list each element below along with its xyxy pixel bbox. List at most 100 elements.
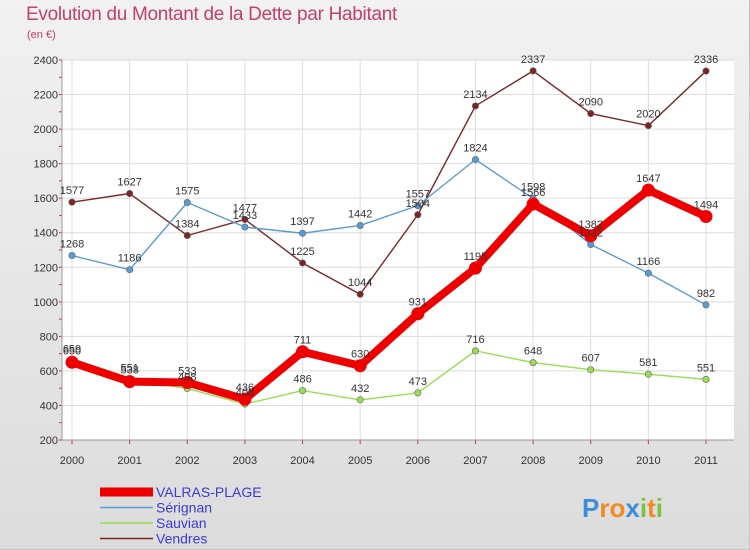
data-label: 2336 [694,54,718,66]
data-point [126,190,134,198]
chart-title: Evolution du Montant de la Dette par Hab… [26,4,397,25]
data-point [414,211,422,219]
data-point [644,122,652,130]
data-label: 551 [697,362,715,374]
data-label: 2134 [463,89,487,101]
data-label: 648 [524,346,542,358]
y-tick-label: 1400 [34,228,58,240]
data-label: 1433 [233,210,257,222]
data-point [68,252,76,260]
y-tick-label: 2200 [34,90,58,102]
data-label: 931 [409,297,427,309]
data-label: 711 [294,335,312,347]
series-line [68,186,710,404]
data-point [68,198,76,206]
data-point [183,199,191,207]
data-point [414,389,422,397]
data-label: 581 [639,357,657,369]
data-point [296,345,310,359]
y-tick-label: 800 [40,331,58,343]
x-tick-label: 2009 [578,455,602,467]
data-point [471,347,479,355]
legend-label: Vendres [156,531,207,547]
data-label: 2337 [521,54,545,66]
data-label: 1442 [348,208,372,220]
series-line [71,70,707,295]
gridlines [62,59,734,441]
data-label: 716 [466,334,484,346]
data-label: 982 [697,288,715,300]
logo-letter: P [582,493,599,523]
y-tick-label: 2400 [34,55,58,67]
data-label: 1627 [117,177,141,189]
data-label: 1824 [463,142,487,154]
x-tick-label: 2007 [463,455,487,467]
data-label: 1557 [406,189,430,201]
x-tick-label: 2003 [233,455,257,467]
series-line [71,158,707,306]
x-tick-label: 2011 [694,455,718,467]
data-label: 1186 [118,253,142,265]
data-point [699,209,713,223]
x-tick-label: 2010 [636,455,660,467]
x-tick-label: 2002 [175,455,199,467]
data-point [702,375,710,383]
data-label: 1225 [290,246,314,258]
legend-label: Sérignan [156,500,212,516]
data-label: 1384 [175,218,199,230]
logo-letter: t [647,493,656,523]
data-point [238,392,252,406]
legend-label: VALRAS-PLAGE [156,484,262,500]
data-label: 650 [63,345,81,357]
data-label: 1504 [406,198,430,210]
data-label: 1598 [521,182,545,194]
data-point [644,370,652,378]
data-point [180,375,194,389]
data-label: 551 [120,362,138,374]
y-tick-label: 200 [40,435,58,447]
series-group [65,67,713,408]
x-tick-label: 2006 [406,455,430,467]
data-label: 1566 [521,187,545,199]
data-point [126,266,134,274]
data-point [241,215,249,223]
data-point [356,290,364,298]
data-label: 1195 [464,251,488,263]
data-point [529,359,537,367]
data-label: 607 [582,353,600,365]
logo-letter: r [599,493,609,523]
data-point [702,301,710,309]
data-label: 1268 [60,239,84,251]
data-point [353,359,367,373]
data-label: 1044 [348,277,372,289]
data-point [702,67,710,75]
series-line [71,350,707,405]
data-label: 2090 [578,97,602,109]
x-tick-label: 2004 [290,455,314,467]
data-label: 432 [351,383,369,395]
data-labels: 650 538 533 436 711 630 931 1195 1566 1382 1647 149… [60,54,718,399]
y-tick-label: 2000 [34,124,58,136]
data-point [471,102,479,110]
y-tick-label: 400 [40,400,58,412]
data-label: 498 [178,372,196,384]
data-point [414,202,422,210]
y-tick-label: 1800 [34,159,58,171]
data-label: 1382 [578,219,602,231]
data-point [356,221,364,229]
logo-letter: i [640,493,647,523]
data-point [299,387,307,395]
data-label: 659 [63,344,81,356]
data-label: 1575 [175,186,199,198]
x-tick-label: 2000 [60,455,84,467]
logo-text: Proxiti [582,493,663,523]
data-point [587,366,595,374]
data-point [526,197,540,211]
data-point [183,231,191,239]
y-tick-label: 600 [40,366,58,378]
data-label: 436 [236,382,254,394]
data-point [123,375,137,389]
y-tick-label: 1200 [34,262,58,274]
data-point [587,110,595,118]
